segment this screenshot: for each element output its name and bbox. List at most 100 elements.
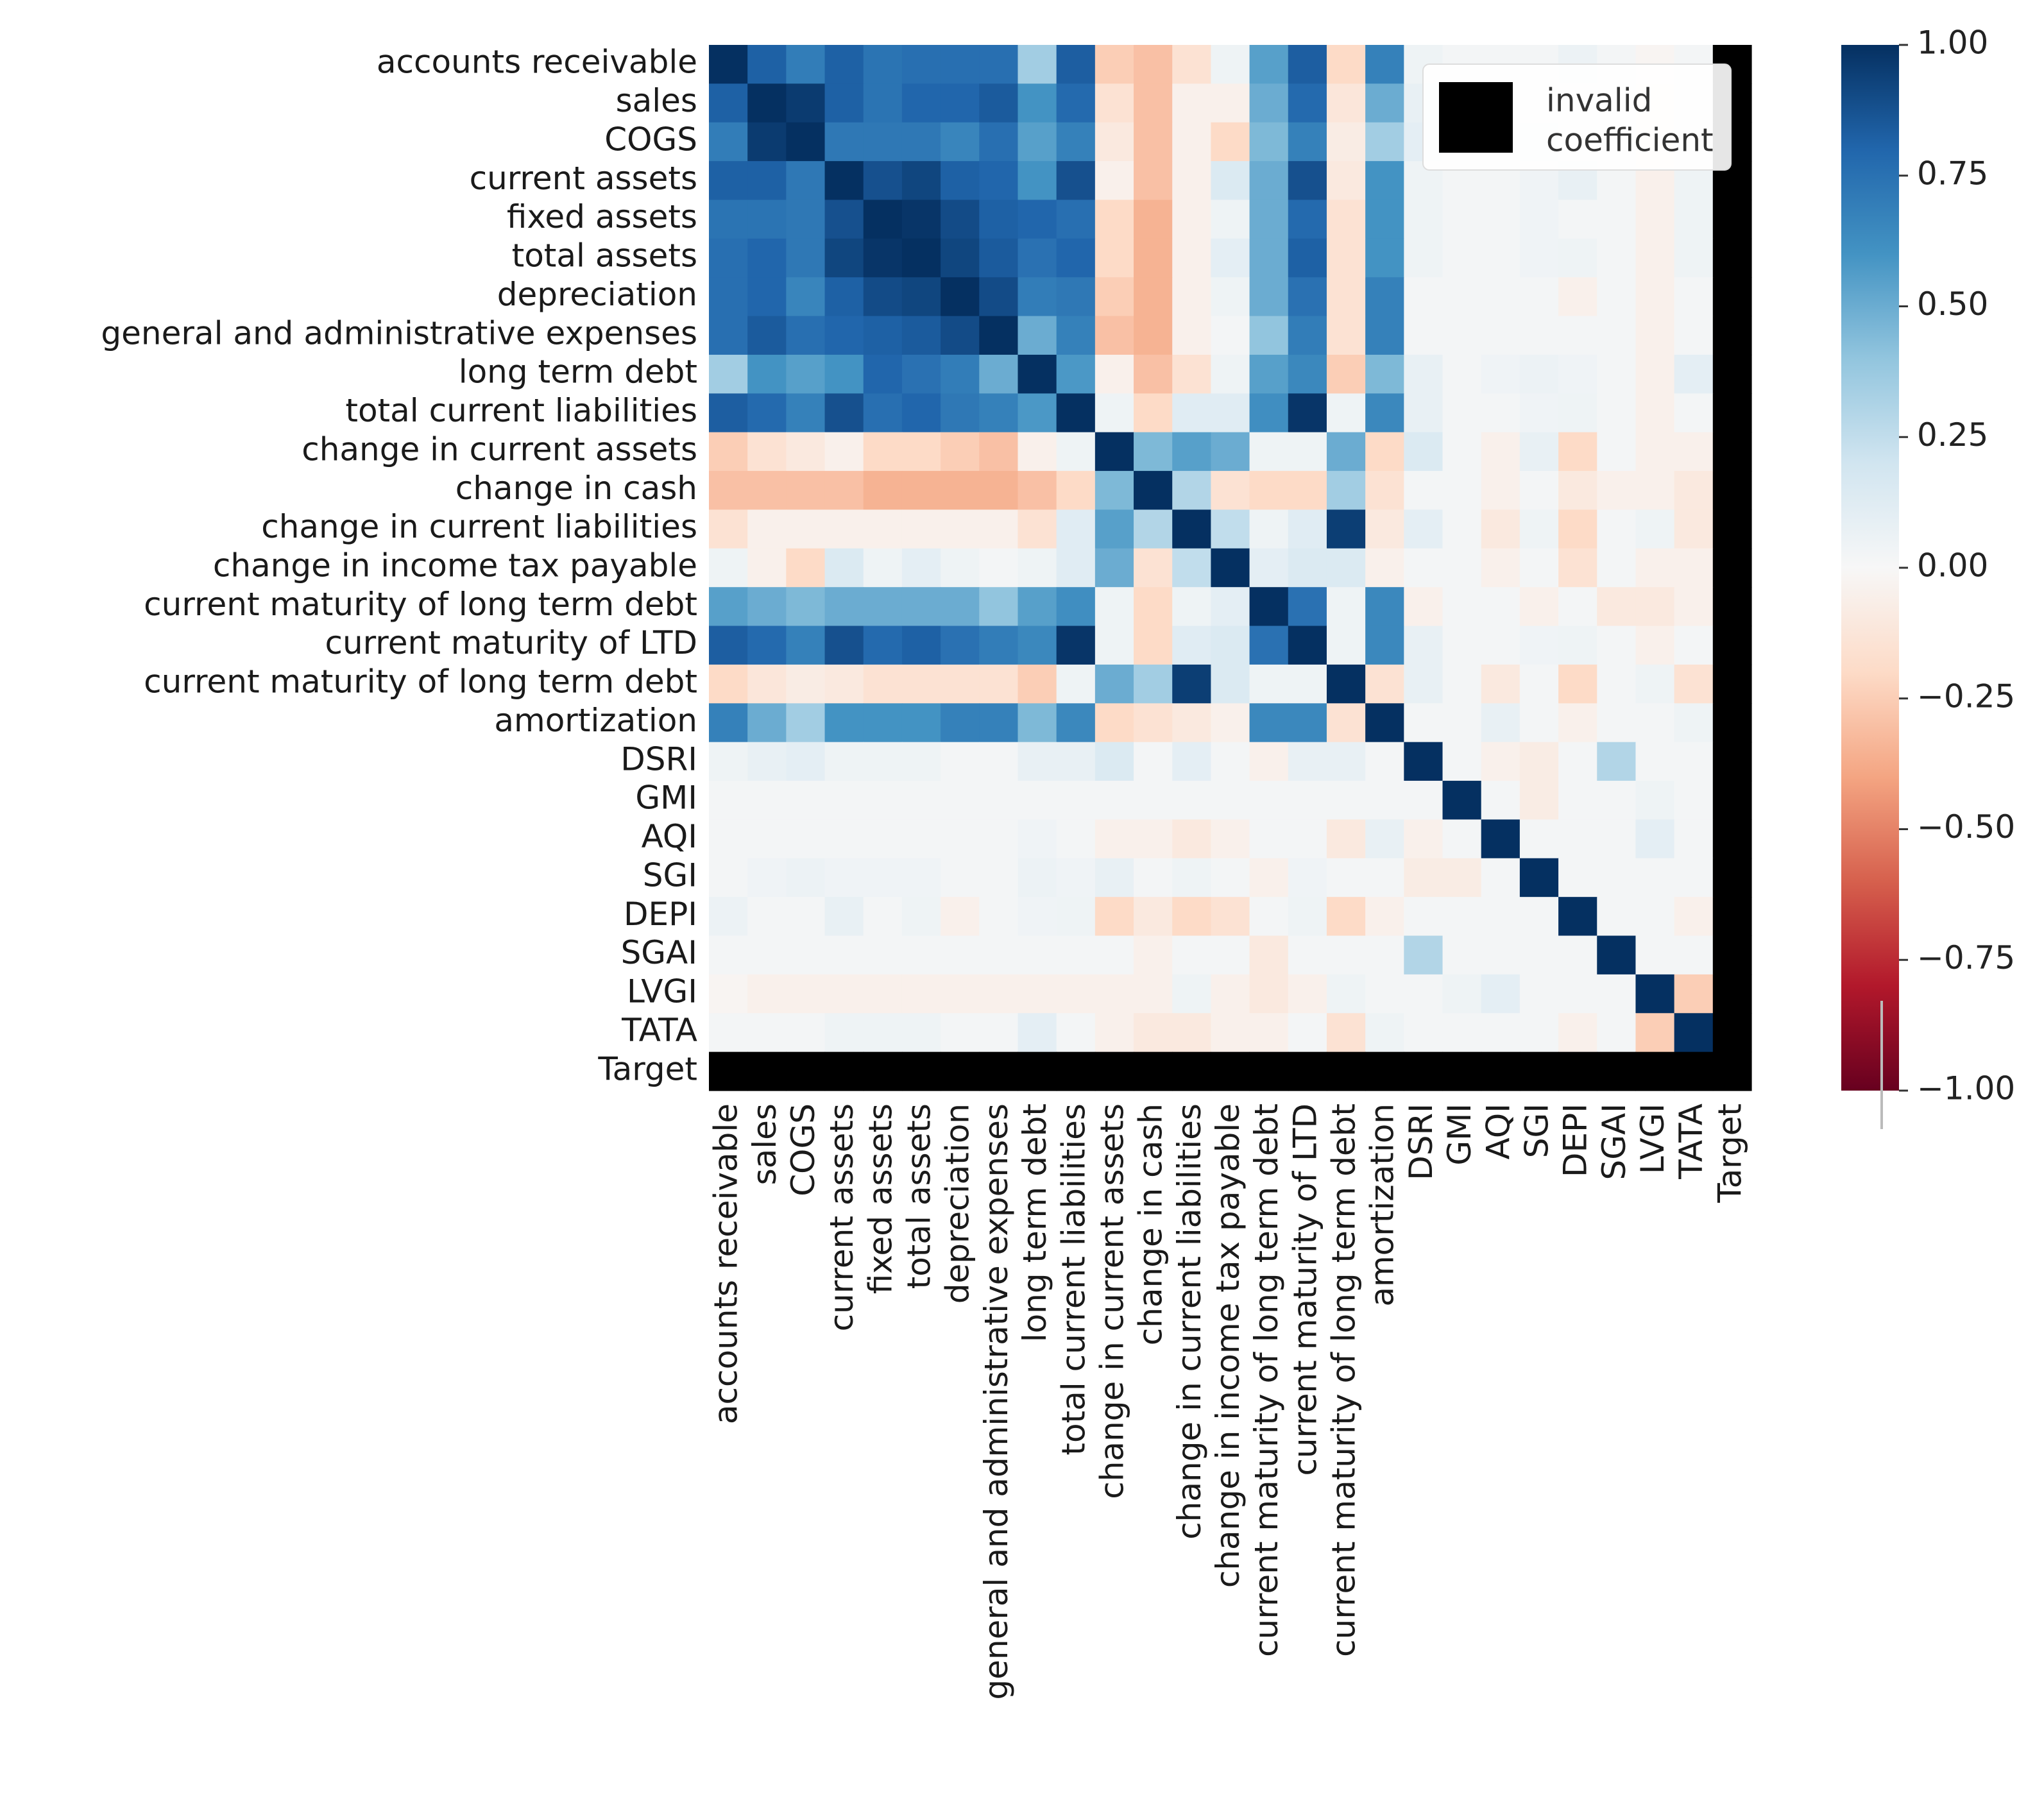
heatmap-cell — [1635, 277, 1675, 317]
heatmap-cell — [1442, 393, 1482, 433]
heatmap-cell — [1597, 703, 1637, 743]
heatmap-cell — [1674, 316, 1714, 355]
heatmap-cell — [1249, 935, 1289, 975]
heatmap-cell — [1288, 587, 1327, 627]
heatmap-cell — [1018, 587, 1057, 627]
heatmap-cell — [1249, 664, 1289, 704]
heatmap-cell — [786, 509, 826, 549]
heatmap-cell — [1326, 471, 1366, 511]
heatmap-cell — [1712, 432, 1752, 472]
row-label: DSRI — [620, 740, 697, 778]
heatmap-cell — [824, 974, 864, 1014]
column-label: LVGI — [1634, 1103, 1671, 1174]
heatmap-cell — [747, 548, 787, 588]
column-label: change in cash — [1132, 1103, 1170, 1345]
heatmap-cell — [1481, 471, 1520, 511]
heatmap-cell — [786, 277, 826, 317]
heatmap-cell — [786, 122, 826, 162]
heatmap-cell — [979, 548, 1019, 588]
heatmap-cell — [1519, 354, 1559, 394]
heatmap-cell — [1442, 781, 1482, 821]
heatmap-cell — [709, 1051, 748, 1091]
heatmap-cell — [1481, 897, 1520, 937]
heatmap-cell — [786, 703, 826, 743]
heatmap-cell — [709, 935, 748, 975]
heatmap-cell — [1288, 354, 1327, 394]
heatmap-cell — [1326, 858, 1366, 898]
heatmap-cell — [1326, 316, 1366, 355]
heatmap-cell — [1404, 471, 1444, 511]
heatmap-cell — [979, 277, 1019, 317]
heatmap-cell — [1442, 471, 1482, 511]
heatmap-cell — [1481, 703, 1520, 743]
heatmap-cell — [1018, 625, 1057, 665]
heatmap-cell — [747, 703, 787, 743]
heatmap-cell — [1597, 509, 1637, 549]
heatmap-cell — [1172, 238, 1212, 278]
heatmap-cell — [1404, 819, 1444, 859]
row-label: change in income tax payable — [213, 547, 697, 584]
heatmap-cell — [824, 161, 864, 201]
heatmap-cell — [1094, 664, 1134, 704]
heatmap-cell — [1519, 509, 1559, 549]
heatmap-cell — [1674, 742, 1714, 781]
heatmap-cell — [1288, 316, 1327, 355]
heatmap-cell — [1172, 509, 1212, 549]
heatmap-cell — [824, 897, 864, 937]
heatmap-cell — [1211, 858, 1250, 898]
heatmap-cell — [1365, 1051, 1404, 1091]
heatmap-cell — [1442, 858, 1482, 898]
heatmap-cell — [1056, 935, 1096, 975]
heatmap-cell — [1365, 509, 1404, 549]
heatmap-cell — [1519, 587, 1559, 627]
heatmap-cell — [1481, 781, 1520, 821]
heatmap-cell — [1635, 703, 1675, 743]
colorbar-tick-label: 0.25 — [1917, 416, 1988, 454]
heatmap-cell — [1635, 238, 1675, 278]
heatmap-cell — [1481, 393, 1520, 433]
heatmap-cell — [1712, 625, 1752, 665]
column-label: current maturity of long term debt — [1248, 1103, 1285, 1657]
heatmap-cell — [1018, 897, 1057, 937]
heatmap-cell — [941, 83, 980, 123]
heatmap-cell — [1134, 432, 1173, 472]
row-label: current assets — [470, 160, 697, 197]
heatmap-cell — [1249, 509, 1289, 549]
column-label: total assets — [901, 1103, 938, 1289]
heatmap-cell — [1519, 935, 1559, 975]
column-label: change in current liabilities — [1171, 1103, 1208, 1540]
heatmap-cell — [1326, 122, 1366, 162]
heatmap-cell — [1288, 83, 1327, 123]
heatmap-cell — [1365, 819, 1404, 859]
heatmap-cell — [1635, 935, 1675, 975]
heatmap-cell — [824, 432, 864, 472]
row-label: change in current assets — [302, 430, 697, 468]
heatmap-cell — [1172, 974, 1212, 1014]
heatmap-cell — [786, 161, 826, 201]
heatmap-cell — [747, 432, 787, 472]
column-label: general and administrative expenses — [978, 1103, 1015, 1700]
heatmap-cell — [709, 200, 748, 239]
heatmap-cell — [1404, 858, 1444, 898]
heatmap-cell — [1056, 354, 1096, 394]
column-label: current maturity of long term debt — [1325, 1103, 1363, 1657]
heatmap-cell — [1365, 316, 1404, 355]
row-label: current maturity of long term debt — [144, 586, 697, 623]
row-label: TATA — [621, 1012, 697, 1049]
heatmap-cell — [1519, 471, 1559, 511]
heatmap-cell — [1211, 1051, 1250, 1091]
heatmap-cell — [747, 974, 787, 1014]
heatmap-cell — [1326, 548, 1366, 588]
heatmap-cell — [786, 858, 826, 898]
heatmap-cell — [1018, 238, 1057, 278]
heatmap-cell — [824, 200, 864, 239]
row-label: LVGI — [627, 973, 697, 1010]
heatmap-cell — [1597, 277, 1637, 317]
heatmap-cell — [1558, 897, 1597, 937]
heatmap-cell — [1172, 122, 1212, 162]
heatmap-cell — [901, 393, 941, 433]
heatmap-cell — [901, 548, 941, 588]
heatmap-cell — [1018, 354, 1057, 394]
heatmap-cell — [1094, 509, 1134, 549]
heatmap-cell — [863, 548, 903, 588]
